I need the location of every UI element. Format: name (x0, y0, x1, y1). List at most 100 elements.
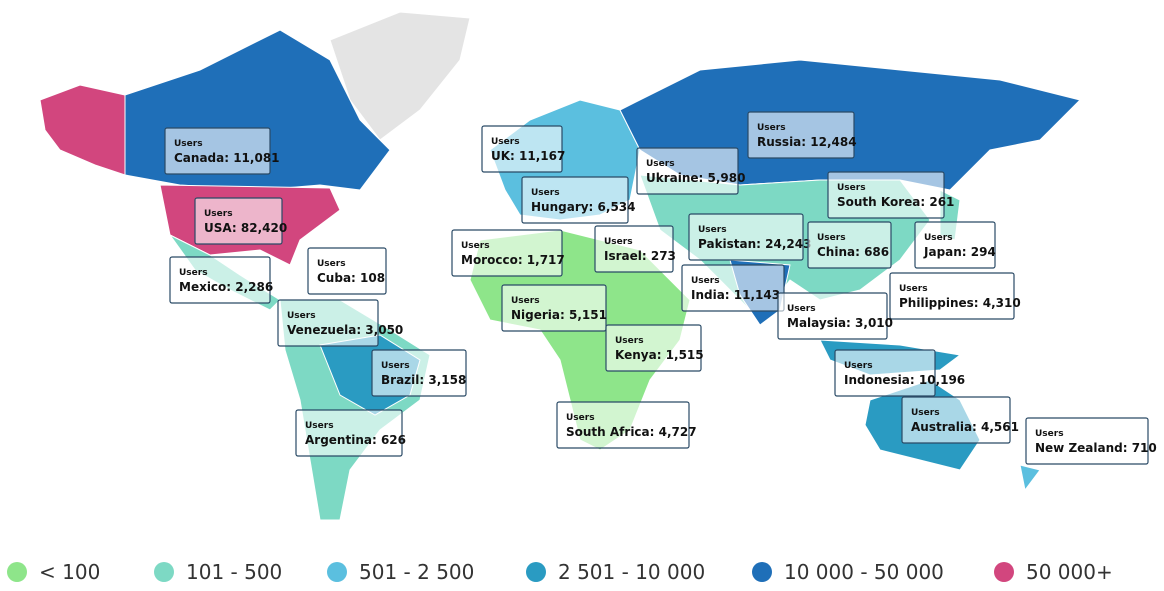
callout-box (636, 147, 739, 195)
callout-text: Australia: 4,561 (911, 420, 1019, 434)
callout: Users Hungary: 6,534 (521, 176, 636, 224)
callout-caption: Users (174, 139, 203, 149)
callout: Users Kenya: 1,515 (605, 324, 704, 372)
callout-text: Pakistan: 24,243 (698, 237, 811, 251)
callout-box (501, 284, 607, 332)
callout: Users Pakistan: 24,243 (688, 213, 811, 261)
callout-text: Indonesia: 10,196 (844, 373, 965, 387)
callout-caption: Users (461, 241, 490, 251)
callout-box (1025, 417, 1149, 465)
callout: Users Cuba: 108 (307, 247, 387, 295)
callout: Users South Africa: 4,727 (556, 401, 697, 449)
callout-box (901, 396, 1011, 444)
callout-text: Canada: 11,081 (174, 151, 280, 165)
callout-text: Mexico: 2,286 (179, 280, 273, 294)
callout-caption: Users (787, 304, 816, 314)
callout-caption: Users (1035, 429, 1064, 439)
callout-text: USA: 82,420 (204, 221, 287, 235)
callout: Users Israel: 273 (594, 225, 676, 273)
callout-box (295, 409, 403, 457)
callout-caption: Users (204, 209, 233, 219)
callout-caption: Users (899, 284, 928, 294)
callouts: Users Canada: 11,081 Users UK: 11,167 Users R… (164, 111, 1157, 465)
callout: Users New Zealand: 710 (1025, 417, 1157, 465)
legend-label: 101 - 500 (186, 560, 282, 584)
callout-text: Hungary: 6,534 (531, 200, 636, 214)
callout-caption: Users (698, 225, 727, 235)
callout: Users Morocco: 1,717 (451, 229, 565, 277)
callout-caption: Users (911, 408, 940, 418)
callout-caption: Users (287, 311, 316, 321)
callout-caption: Users (317, 259, 346, 269)
legend-label: 50 000+ (1026, 560, 1113, 584)
callout-box (914, 221, 996, 269)
callout-box (451, 229, 563, 277)
legend-swatch (752, 562, 772, 582)
callout-caption: Users (179, 268, 208, 278)
legend-label: 501 - 2 500 (359, 560, 474, 584)
callout-text: Ukraine: 5,980 (646, 171, 745, 185)
callout: Users Ukraine: 5,980 (636, 147, 745, 195)
callout-caption: Users (837, 183, 866, 193)
callout: Users Brazil: 3,158 (371, 349, 467, 397)
callout: Users Philippines: 4,310 (889, 272, 1021, 320)
callout-text: Israel: 273 (604, 249, 676, 263)
legend: < 100 101 - 500 501 - 2 500 2 501 - 10 000 1… (7, 560, 1113, 584)
callout-caption: Users (531, 188, 560, 198)
callout-box (747, 111, 855, 159)
callout-caption: Users (844, 361, 873, 371)
callout: Users USA: 82,420 (194, 197, 287, 245)
callout-caption: Users (924, 233, 953, 243)
callout-text: India: 11,143 (691, 288, 780, 302)
callout-box (169, 256, 271, 304)
legend-label: 2 501 - 10 000 (558, 560, 705, 584)
callout-caption: Users (757, 123, 786, 133)
legend-label: 10 000 - 50 000 (784, 560, 944, 584)
callout-box (681, 264, 785, 312)
callout-text: UK: 11,167 (491, 149, 565, 163)
alaska (39, 84, 126, 176)
callout-box (889, 272, 1015, 320)
callout-box (688, 213, 804, 261)
callout-text: China: 686 (817, 245, 889, 259)
legend-swatch (154, 562, 174, 582)
callout-box (777, 292, 888, 340)
callout-text: Russia: 12,484 (757, 135, 857, 149)
callout: Users Canada: 11,081 (164, 127, 280, 175)
callout-caption: Users (615, 336, 644, 346)
callout-caption: Users (511, 296, 540, 306)
new-zealand (1019, 464, 1041, 492)
callout-caption: Users (491, 137, 520, 147)
callout: Users China: 686 (807, 221, 892, 269)
callout-caption: Users (817, 233, 846, 243)
callout-text: New Zealand: 710 (1035, 441, 1157, 455)
callout: Users Indonesia: 10,196 (834, 349, 965, 397)
callout-box (807, 221, 892, 269)
callout: Users South Korea: 261 (827, 171, 954, 219)
callout-box (827, 171, 945, 219)
callout-box (371, 349, 467, 397)
callout: Users Malaysia: 3,010 (777, 292, 893, 340)
callout-text: Philippines: 4,310 (899, 296, 1021, 310)
callout-caption: Users (646, 159, 675, 169)
callout-caption: Users (604, 237, 633, 247)
callout-caption: Users (566, 413, 595, 423)
callout-text: Morocco: 1,717 (461, 253, 565, 267)
callout-box (594, 225, 674, 273)
callout-box (194, 197, 283, 245)
callout-box (164, 127, 271, 175)
callout-box (521, 176, 629, 224)
callout: Users UK: 11,167 (481, 125, 565, 173)
legend-label: < 100 (39, 560, 100, 584)
callout-text: Venezuela: 3,050 (287, 323, 403, 337)
callout: Users Japan: 294 (914, 221, 996, 269)
callout: Users Argentina: 626 (295, 409, 406, 457)
callout: Users Nigeria: 5,151 (501, 284, 607, 332)
callout-text: South Korea: 261 (837, 195, 954, 209)
callout: Users Australia: 4,561 (901, 396, 1019, 444)
callout-text: Malaysia: 3,010 (787, 316, 893, 330)
callout-text: Brazil: 3,158 (381, 373, 466, 387)
callout-text: South Africa: 4,727 (566, 425, 697, 439)
callout-text: Cuba: 108 (317, 271, 385, 285)
